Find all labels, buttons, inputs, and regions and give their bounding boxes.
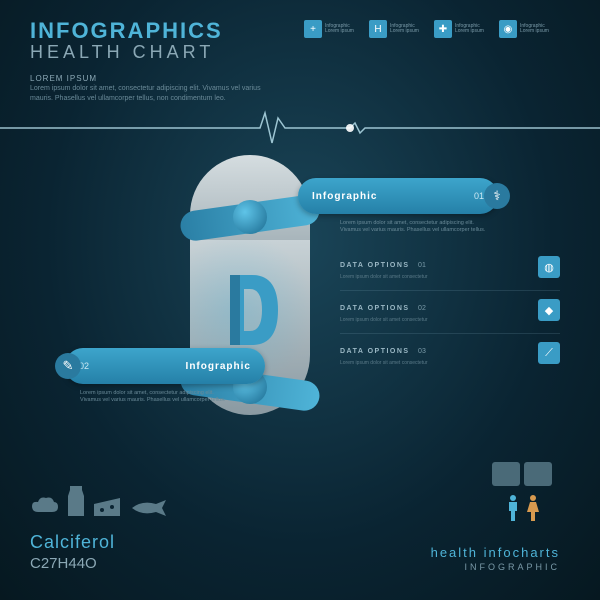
bubble-icon [492, 462, 520, 486]
person-male-icon [506, 494, 520, 522]
footer-title: health infocharts [431, 545, 560, 560]
hospital-icon: H [369, 20, 387, 38]
syringe-icon: ✎ [55, 353, 81, 379]
callout-left: Infographic 02 [65, 348, 265, 384]
intro-text: LOREM IPSUM Lorem ipsum dolor sit amet, … [30, 73, 270, 104]
cheese-icon [92, 496, 122, 518]
footer-right: health infocharts INFOGRAPHIC [431, 545, 560, 572]
cross-icon: ✚ [434, 20, 452, 38]
callout-right: Infographic 01 [298, 178, 498, 214]
plus-icon: + [304, 20, 322, 38]
callout-left-desc: Lorem ipsum dolor sit amet, consectetur … [80, 390, 230, 404]
chemical-formula: C27H44O [30, 555, 115, 572]
top-icon-3: ✚ InfographicLorem ipsum [434, 20, 495, 38]
drop-icon: ◍ [538, 256, 560, 278]
ecg-line [0, 108, 600, 148]
main-title: INFOGRAPHICS [30, 18, 270, 44]
bubble-icon [524, 462, 552, 486]
data-option-1: DATA OPTIONS 01Lorem ipsum dolor sit ame… [340, 248, 560, 280]
header: INFOGRAPHICS HEALTH CHART LOREM IPSUM Lo… [30, 18, 270, 104]
bone-icon: ⟋ [538, 342, 560, 364]
footer-sub: INFOGRAPHIC [431, 562, 560, 572]
people-icons [506, 494, 540, 522]
data-option-2: DATA OPTIONS 02Lorem ipsum dolor sit ame… [340, 290, 560, 323]
top-icon-2: H InfographicLorem ipsum [369, 20, 430, 38]
chemical-name: Calciferol [30, 532, 115, 553]
stethoscope-icon: ⚕ [484, 183, 510, 209]
data-option-3: DATA OPTIONS 03Lorem ipsum dolor sit ame… [340, 333, 560, 366]
footer-left: Calciferol C27H44O [30, 532, 115, 572]
milk-icon [66, 484, 86, 518]
pill-icon: ◉ [499, 20, 517, 38]
person-female-icon [526, 494, 540, 522]
food-icons [30, 484, 168, 518]
top-icon-1: + InfographicLorem ipsum [304, 20, 365, 38]
speech-bubbles [492, 462, 552, 486]
liver-icon: ◆ [538, 299, 560, 321]
top-icon-row: + InfographicLorem ipsum H InfographicLo… [304, 20, 560, 38]
cloud-icon [30, 494, 60, 518]
capsule-dot-top [233, 200, 267, 234]
top-icon-4: ◉ InfographicLorem ipsum [499, 20, 560, 38]
vitamin-letter [222, 275, 278, 345]
callout-right-desc: Lorem ipsum dolor sit amet, consectetur … [340, 220, 490, 234]
sub-title: HEALTH CHART [30, 42, 270, 63]
fish-icon [128, 498, 168, 518]
data-options-list: DATA OPTIONS 01Lorem ipsum dolor sit ame… [340, 248, 560, 376]
